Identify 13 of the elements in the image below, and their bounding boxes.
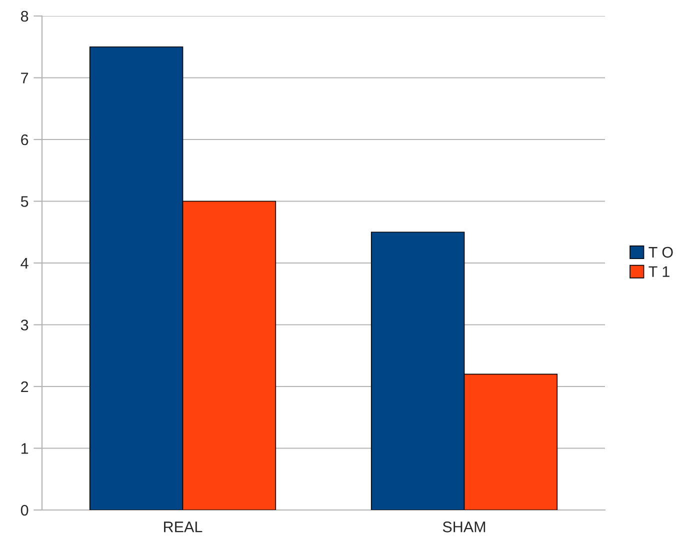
legend-label: T 1 xyxy=(648,266,670,277)
y-tick-label: 6 xyxy=(21,134,28,146)
x-tick-label: SHAM xyxy=(442,522,486,532)
y-tick-label: 3 xyxy=(20,320,28,330)
y-tick-label: 7 xyxy=(21,72,28,84)
y-tick-label: 8 xyxy=(20,10,28,22)
y-tick-label: 4 xyxy=(20,258,28,269)
x-tick-label: REAL xyxy=(164,522,202,532)
y-tick-label: 1 xyxy=(21,443,28,454)
y-tick-label: 0 xyxy=(20,504,28,516)
y-tick-label: 2 xyxy=(21,381,28,392)
y-tick-label: 5 xyxy=(20,196,28,207)
legend-label: T O xyxy=(648,246,673,258)
